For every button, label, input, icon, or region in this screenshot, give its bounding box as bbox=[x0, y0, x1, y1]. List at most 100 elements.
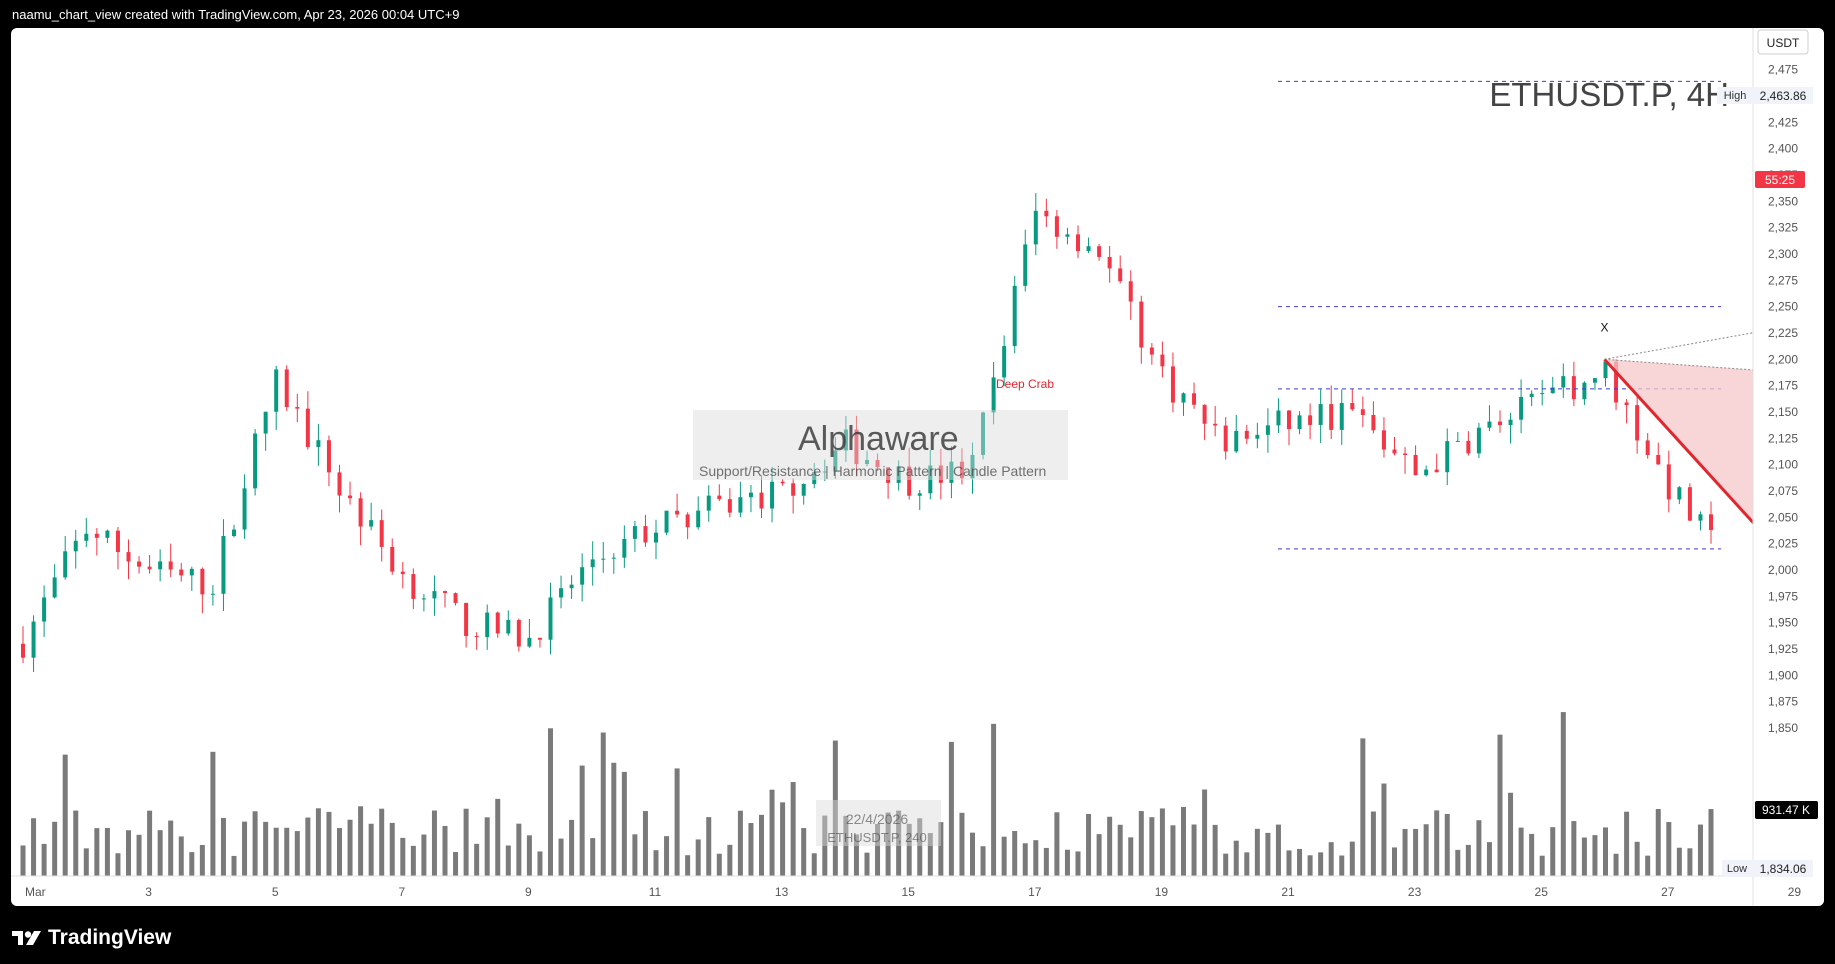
volume-bar bbox=[1107, 816, 1113, 876]
volume-bar bbox=[1413, 828, 1419, 876]
candle-body bbox=[232, 529, 236, 536]
volume-bar bbox=[1455, 849, 1461, 876]
volume-bar bbox=[1434, 810, 1440, 876]
volume-bar bbox=[83, 848, 89, 876]
price-tick-label: 2,300 bbox=[1768, 247, 1798, 261]
price-chart[interactable]: Alphaware Support/Resistance | Harmonic … bbox=[11, 28, 1824, 906]
candle-body bbox=[474, 636, 479, 638]
volume-bar bbox=[199, 844, 205, 876]
candle-body bbox=[727, 499, 732, 513]
candle-body bbox=[1255, 434, 1260, 439]
candle-body bbox=[1614, 361, 1619, 403]
volume-bar bbox=[1117, 824, 1123, 876]
watermark-subtitle: Support/Resistance | Harmonic Pattern | … bbox=[699, 463, 1046, 479]
volume-bar bbox=[1318, 852, 1324, 876]
time-axis-ticks[interactable]: Mar357911131517192123252729Apr3579111315… bbox=[25, 885, 1824, 899]
candle-body bbox=[348, 495, 353, 499]
candle-body bbox=[284, 369, 289, 408]
tradingview-logo[interactable]: TradingView bbox=[12, 926, 171, 950]
candle-body bbox=[1054, 216, 1059, 237]
volume-bar bbox=[431, 810, 437, 876]
volume-bar bbox=[569, 819, 575, 876]
price-tick-label: 2,325 bbox=[1768, 221, 1798, 235]
candle-body bbox=[253, 433, 258, 489]
volume-bar bbox=[970, 832, 975, 876]
candle-body bbox=[1487, 421, 1492, 428]
high-value-box bbox=[1753, 87, 1813, 104]
price-tick-label: 2,000 bbox=[1768, 563, 1798, 577]
volume-bar bbox=[716, 853, 722, 876]
volume-bar bbox=[1708, 809, 1714, 876]
candle-body bbox=[1403, 453, 1408, 455]
volume-bar bbox=[1001, 836, 1007, 876]
candle-body bbox=[1149, 347, 1154, 355]
volume-bar bbox=[822, 815, 828, 876]
volume-bar bbox=[368, 823, 374, 876]
volume-bar bbox=[263, 821, 269, 876]
volume-bar bbox=[1508, 792, 1514, 876]
candle-body bbox=[168, 561, 173, 570]
volume-bar bbox=[790, 782, 796, 876]
chart-caption-bar: naamu_chart_view created with TradingVie… bbox=[0, 0, 1835, 28]
candle-body bbox=[1086, 246, 1091, 252]
pattern-name: Deep Crab bbox=[996, 377, 1054, 391]
volume-bar bbox=[1297, 848, 1303, 876]
volume-bar bbox=[1370, 811, 1376, 876]
candle-body bbox=[400, 571, 405, 575]
volume-bar bbox=[1191, 824, 1197, 876]
volume-bar bbox=[959, 812, 965, 876]
time-tick-label: 25 bbox=[1535, 885, 1549, 899]
chart-caption: naamu_chart_view created with TradingVie… bbox=[12, 7, 460, 22]
symbol-title: ETHUSDT.P, 4H bbox=[1489, 76, 1729, 113]
watermark-symbol: ETHUSDT.P, 240 bbox=[827, 830, 926, 845]
brand-label: TradingView bbox=[48, 926, 172, 949]
volume-bar bbox=[1634, 841, 1640, 876]
candle-body bbox=[1424, 469, 1429, 476]
volume-bar bbox=[273, 827, 279, 876]
volume-bar bbox=[136, 834, 142, 876]
candle-body bbox=[675, 510, 680, 515]
candle-body bbox=[780, 481, 785, 484]
price-tick-label: 2,150 bbox=[1768, 405, 1798, 419]
candle-body bbox=[1170, 366, 1175, 403]
volume-bar bbox=[600, 732, 606, 876]
candle-body bbox=[759, 492, 764, 509]
volume-bar bbox=[1307, 855, 1313, 876]
candle-body bbox=[1603, 361, 1608, 379]
candle-body bbox=[1360, 409, 1365, 415]
candle-body bbox=[1529, 393, 1534, 397]
candle-body bbox=[1097, 246, 1102, 257]
candle-body bbox=[685, 514, 690, 528]
volume-bar bbox=[1054, 812, 1060, 876]
candle-body bbox=[664, 510, 669, 533]
volume-bar bbox=[664, 836, 670, 876]
candle-body bbox=[369, 520, 374, 527]
chart-panel[interactable]: Alphaware Support/Resistance | Harmonic … bbox=[11, 28, 1824, 906]
volume-bar bbox=[1560, 712, 1566, 876]
volume-bar bbox=[94, 828, 100, 876]
volume-bar bbox=[1687, 848, 1693, 876]
tradingview-logo-icon bbox=[12, 931, 41, 945]
volume-bar bbox=[168, 820, 174, 876]
volume-bar bbox=[1392, 847, 1397, 876]
candle-body bbox=[654, 532, 658, 543]
price-tick-label: 2,125 bbox=[1768, 431, 1798, 445]
candle-body bbox=[337, 472, 342, 496]
volume-bar bbox=[1571, 821, 1577, 876]
volume-bar bbox=[811, 853, 817, 876]
candle-body bbox=[115, 530, 120, 553]
time-tick-label: 13 bbox=[775, 885, 789, 899]
candle-body bbox=[1687, 487, 1692, 521]
volume-bar bbox=[1518, 827, 1524, 876]
candle-body bbox=[411, 574, 416, 599]
volume-bar bbox=[1645, 855, 1651, 876]
volume-bar bbox=[495, 798, 501, 876]
price-tick-label: 1,850 bbox=[1768, 721, 1798, 735]
time-tick-label: 11 bbox=[649, 885, 662, 899]
volume-bar bbox=[231, 855, 237, 876]
volume-bar bbox=[1360, 738, 1366, 876]
candle-body bbox=[1656, 454, 1661, 465]
volume-bar bbox=[1149, 817, 1155, 876]
volume-bar bbox=[157, 830, 163, 876]
volume-bar bbox=[526, 835, 532, 876]
